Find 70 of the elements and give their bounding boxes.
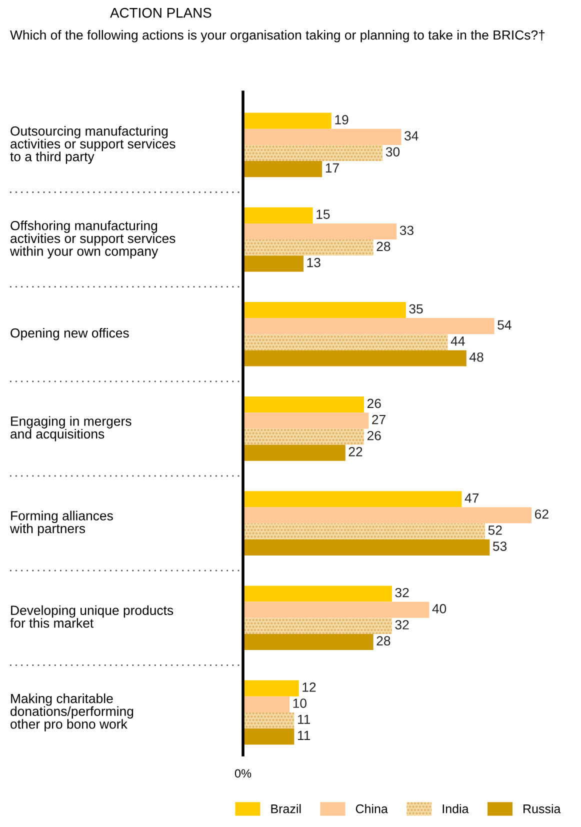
- data-label: 15: [316, 210, 330, 219]
- legend-label: China: [356, 804, 388, 814]
- bar: [243, 634, 374, 650]
- bar: [243, 207, 313, 224]
- chart-subtitle: Which of the following actions is your organisation taking or planning to take in the BRICs?†: [10, 30, 545, 42]
- data-label: 26: [367, 430, 381, 440]
- bar: [243, 728, 294, 745]
- bar: [243, 318, 494, 334]
- data-label: 11: [298, 730, 310, 740]
- data-label: 40: [432, 604, 446, 614]
- bar: [243, 586, 392, 602]
- data-label: 52: [488, 526, 502, 535]
- y-tick-label: Opening new offices: [10, 328, 129, 340]
- legend-label: Brazil: [271, 804, 301, 814]
- bar: [243, 696, 290, 712]
- data-label: 11: [298, 714, 310, 724]
- bar: [243, 302, 406, 318]
- data-label: 47: [464, 494, 479, 503]
- data-label: 62: [535, 509, 548, 519]
- data-label: 54: [498, 320, 512, 330]
- bar: [243, 334, 448, 350]
- bar: [243, 444, 346, 461]
- data-label: 44: [450, 336, 465, 346]
- data-label: 32: [395, 620, 409, 630]
- data-label: 27: [372, 414, 386, 424]
- data-label: 53: [492, 542, 507, 551]
- data-label: 35: [409, 304, 423, 314]
- data-label: 19: [335, 115, 348, 124]
- text: 0%: [234, 769, 252, 778]
- bar: [243, 396, 364, 413]
- bar: [243, 128, 402, 145]
- y-tick-label: Offshoring manufacturing activities or support services within your own company: [10, 220, 176, 258]
- bar: [243, 507, 532, 524]
- bar: [243, 350, 466, 366]
- bar: [243, 539, 490, 556]
- data-label: 17: [326, 163, 339, 172]
- data-label: 30: [386, 147, 400, 157]
- bar: [243, 144, 383, 162]
- data-label: 28: [376, 636, 390, 646]
- chart-title: ACTION PLANS: [110, 8, 212, 18]
- bar: [243, 256, 304, 272]
- bar: [243, 428, 364, 445]
- legend-label: Russia: [524, 804, 561, 814]
- legend-label: India: [442, 804, 469, 814]
- bar: [243, 240, 374, 256]
- bar: [243, 523, 486, 540]
- bar: [243, 491, 462, 508]
- data-label: 13: [307, 258, 320, 268]
- data-label: 48: [469, 352, 484, 362]
- bar: [243, 680, 299, 696]
- y-tick-label: Outsourcing manufacturing activities or support services to a third party: [10, 126, 176, 164]
- bar: [243, 618, 392, 634]
- y-tick-label: Making charitable donations/performing other pro bono work: [10, 694, 134, 732]
- data-label: 10: [293, 698, 306, 708]
- y-tick-label: Engaging in mergers and acquisitions: [10, 416, 132, 442]
- bar: [243, 112, 332, 129]
- data-label: 28: [376, 242, 390, 252]
- data-label: 26: [367, 398, 381, 408]
- data-label: 34: [404, 131, 418, 140]
- data-label: 33: [400, 226, 414, 236]
- bar: [243, 712, 294, 729]
- data-label: 32: [395, 588, 409, 598]
- bar: [243, 412, 369, 429]
- bar: [243, 223, 397, 240]
- y-tick-label: Forming alliances with partners: [10, 510, 113, 536]
- bar: [243, 161, 322, 178]
- y-tick-label: Developing unique products for this market: [10, 605, 174, 628]
- data-label: 12: [302, 682, 316, 692]
- bar: [243, 602, 430, 618]
- data-label: 22: [348, 447, 362, 456]
